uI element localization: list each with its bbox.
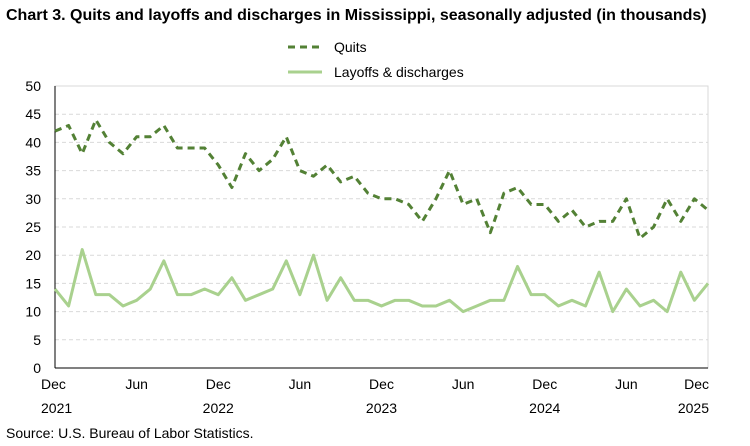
y-tick-label: 10: [25, 304, 41, 320]
x-tick-year: 2021: [41, 400, 72, 416]
x-tick-month: Jun: [125, 376, 148, 392]
chart-title: Chart 3. Quits and layoffs and discharge…: [6, 7, 707, 24]
legend-label: Quits: [334, 39, 367, 55]
y-tick-label: 25: [25, 219, 41, 235]
x-tick-year: 2022: [203, 400, 234, 416]
y-tick-label: 20: [25, 247, 41, 263]
x-tick-month: Dec: [41, 376, 66, 392]
y-tick-label: 45: [25, 106, 41, 122]
x-tick-month: Dec: [532, 376, 557, 392]
x-tick-year: 2025: [678, 400, 709, 416]
series-line-0: [54, 118, 709, 240]
x-tick-month: Dec: [684, 376, 709, 392]
x-tick-year: 2023: [366, 400, 397, 416]
x-tick-year: 2024: [529, 400, 560, 416]
y-tick-label: 5: [33, 332, 41, 348]
x-tick-month: Jun: [452, 376, 475, 392]
source-note: Source: U.S. Bureau of Labor Statistics.: [6, 425, 254, 441]
series-line-1: [53, 248, 710, 314]
x-tick-month: Dec: [206, 376, 231, 392]
y-tick-label: 40: [25, 134, 41, 150]
y-tick-label: 15: [25, 275, 41, 291]
y-tick-label: 0: [33, 360, 41, 376]
legend-label: Layoffs & discharges: [334, 64, 464, 80]
x-tick-month: Jun: [289, 376, 312, 392]
y-tick-label: 35: [25, 163, 41, 179]
x-tick-month: Jun: [615, 376, 638, 392]
x-tick-month: Dec: [369, 376, 394, 392]
y-tick-label: 30: [25, 191, 41, 207]
y-tick-label: 50: [25, 78, 41, 94]
